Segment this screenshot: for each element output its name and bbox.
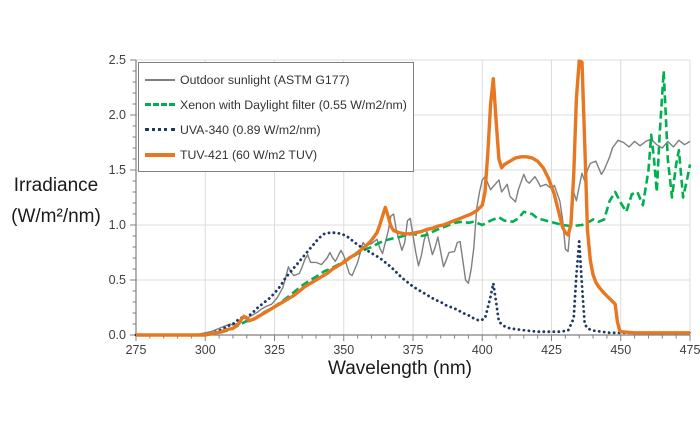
legend-label-uva-340: UVA-340 (0.89 W/m2/nm) — [180, 122, 321, 137]
x-tick-label: 400 — [472, 343, 493, 357]
x-tick-label: 425 — [541, 343, 562, 357]
series-lines — [134, 59, 692, 337]
legend-line-sample-tuv-421 — [145, 152, 175, 157]
legend-item-xenon-daylight-filter: Xenon with Daylight filter (0.55 W/m2/nm… — [145, 98, 407, 112]
legend-label-xenon-daylight-filter: Xenon with Daylight filter (0.55 W/m2/nm… — [180, 97, 407, 112]
axes — [130, 59, 691, 341]
legend: Outdoor sunlight (ASTM G177) Xenon with … — [138, 62, 414, 172]
y-tick-label: 2.5 — [109, 53, 126, 67]
legend-item-uva-340: UVA-340 (0.89 W/m2/nm) — [145, 123, 407, 137]
y-tick-label: 2.0 — [109, 108, 126, 122]
x-axis-title: Wavelength (nm) — [328, 358, 472, 379]
y-tick-label: 1.0 — [109, 218, 126, 232]
legend-label-outdoor-sunlight: Outdoor sunlight (ASTM G177) — [180, 72, 350, 87]
y-tick-label: 1.5 — [109, 163, 126, 177]
x-tick-label: 350 — [333, 343, 354, 357]
x-tick-label: 300 — [195, 343, 216, 357]
y-axis-title-line1: Irradiance — [13, 175, 99, 196]
series-uva-340 — [134, 231, 692, 337]
legend-line-sample-xenon-daylight-filter — [145, 103, 175, 106]
legend-line-sample-outdoor-sunlight — [145, 78, 175, 81]
legend-item-tuv-421: TUV-421 (60 W/m2 TUV) — [145, 148, 407, 162]
x-tick-label: 375 — [403, 343, 424, 357]
x-tick-label: 325 — [264, 343, 285, 357]
y-axis-title: Irradiance (W/m²/nm) — [0, 170, 112, 233]
legend-label-tuv-421: TUV-421 (60 W/m2 TUV) — [180, 147, 318, 162]
series-tuv-421 — [136, 59, 690, 337]
x-tick-label: 275 — [126, 343, 147, 357]
legend-item-outdoor-sunlight: Outdoor sunlight (ASTM G177) — [145, 73, 407, 87]
y-axis-title-line2: (W/m²/nm) — [11, 206, 101, 228]
legend-line-sample-uva-340 — [145, 128, 175, 131]
tick-labels: 275 300 325 350 375 400 425 450 475 0.0 0.5 1.0 1.5 2… — [109, 53, 700, 357]
y-tick-label: 0.0 — [109, 328, 126, 342]
x-tick-label: 450 — [610, 343, 631, 357]
x-tick-label: 475 — [680, 343, 700, 357]
y-tick-label: 0.5 — [109, 273, 126, 287]
